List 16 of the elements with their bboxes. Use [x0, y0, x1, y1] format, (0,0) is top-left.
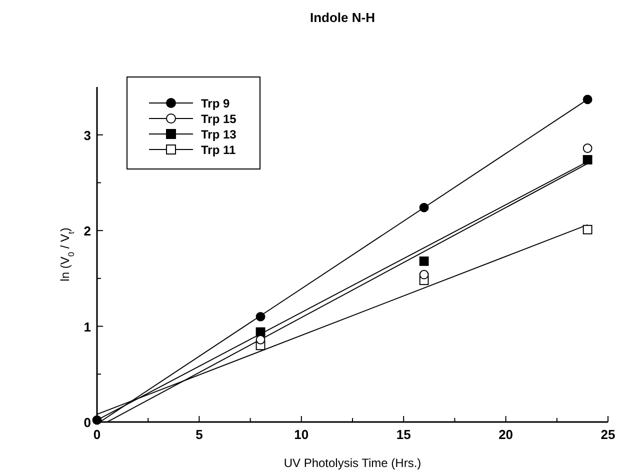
x-tick-label: 15: [396, 427, 411, 442]
legend-label: Trp 13: [201, 128, 237, 142]
legend-label: Trp 11: [201, 143, 236, 157]
x-tick-label: 20: [498, 427, 514, 442]
legend-label: Trp 15: [201, 112, 237, 126]
y-tick-label: 2: [84, 224, 91, 239]
y-tick-label: 3: [84, 128, 91, 143]
x-tick-label: 25: [600, 427, 616, 442]
x-tick-label: 10: [294, 427, 309, 442]
y-tick-label: 1: [84, 319, 91, 334]
chart-title: Indole N-H: [310, 10, 375, 25]
x-tick-label: 0: [93, 427, 101, 442]
legend-label: Trp 9: [201, 96, 230, 110]
y-tick-label: 0: [84, 415, 91, 430]
x-tick-label: 5: [196, 427, 203, 442]
x-axis-title: UV Photolysis Time (Hrs.): [284, 456, 422, 470]
